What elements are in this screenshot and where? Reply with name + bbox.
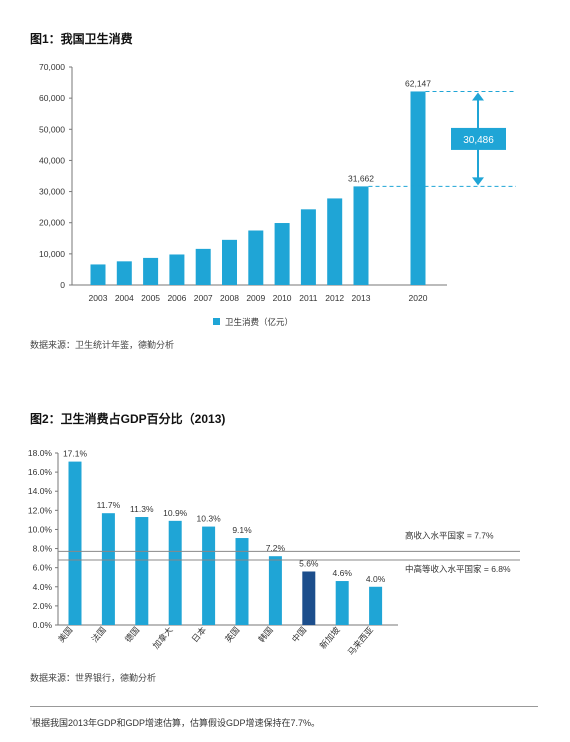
chart2-x-tick-label: 英国 — [223, 625, 242, 644]
chart2-bar — [335, 581, 349, 625]
chart1-y-tick-label: 20,000 — [39, 218, 65, 228]
chart2-x-tick-label: 韩国 — [256, 625, 275, 644]
chart2-x-tick-label: 法国 — [89, 625, 108, 644]
chart1-y-tick-label: 30,000 — [39, 187, 65, 197]
chart1-y-tick-label: 0 — [60, 280, 65, 290]
chart1-difference-box — [451, 127, 506, 150]
chart1-data-label: 62,147 — [405, 78, 431, 88]
chart1-bar — [274, 223, 290, 285]
chart2-y-tick-label: 12.0% — [28, 505, 53, 515]
chart2-value-label: 10.9% — [163, 508, 188, 518]
chart2-y-tick-label: 16.0% — [28, 467, 53, 477]
chart2-x-tick-label: 德国 — [123, 625, 142, 644]
chart1-bar — [169, 254, 185, 285]
chart2-title: 图2：卫生消费占GDP百分比（2013) — [30, 412, 226, 426]
chart2-bar — [302, 571, 316, 625]
footnote: ¹根据我国2013年GDP和GDP增速估算，估算假设GDP增速保持在7.7%。 — [30, 716, 320, 729]
chart2-svg: 0.0% 2.0% 4.0% 6.0% 8.0% 10.0% 12.0% 14.0% 16.0%… — [28, 448, 520, 657]
chart2-reference-label: 高收入水平国家 = 7.7% — [405, 530, 494, 540]
chart1-x-tick-label: 2008 — [220, 293, 239, 303]
chart1-bar — [300, 209, 316, 285]
chart1-bar — [90, 264, 106, 285]
chart1-x-tick-label: 2003 — [89, 293, 108, 303]
chart1-x-tick-label: 2004 — [115, 293, 134, 303]
chart2-value-label: 5.6% — [299, 558, 319, 568]
chart1-svg: 0 10,000 20,000 30,000 40,000 50,000 60,000 70,… — [39, 62, 516, 327]
chart1-bar — [116, 261, 132, 285]
chart1-x-tick-label: 2006 — [167, 293, 186, 303]
chart2-x-tick-label: 日本 — [190, 624, 209, 644]
chart2-y-tick-label: 4.0% — [33, 582, 53, 592]
chart1-bar — [195, 248, 211, 285]
chart2-y-tick-label: 10.0% — [28, 524, 53, 534]
chart2-bar — [202, 526, 216, 625]
chart2-source: 数据来源：世界银行，德勤分析 — [30, 673, 157, 683]
chart1-bar — [143, 257, 159, 285]
chart2-x-tick-label: 马来西亚 — [346, 624, 376, 657]
chart2-x-tick-label: 加拿大 — [151, 624, 175, 650]
chart2-x-tick-label: 新加坡 — [318, 624, 342, 650]
chart2-bar — [68, 461, 82, 625]
chart1-y-tick-label: 70,000 — [39, 62, 65, 72]
chart1-y-tick-label: 60,000 — [39, 93, 65, 103]
chart2-bar — [168, 520, 182, 625]
chart1-x-tick-label: 2012 — [325, 293, 344, 303]
chart1-data-label: 31,662 — [348, 173, 374, 183]
chart2-y-tick-label: 8.0% — [33, 544, 53, 554]
chart2-value-label: 4.6% — [333, 568, 353, 578]
chart1-bar — [410, 91, 426, 285]
chart2-value-label: 9.1% — [232, 525, 252, 535]
chart2-bar — [369, 586, 383, 625]
chart1-x-tick-label: 2010 — [273, 293, 292, 303]
chart1-bar — [327, 198, 343, 285]
chart1-title: 图1：我国卫生消费 — [30, 32, 133, 46]
chart1-y-tick-label: 50,000 — [39, 124, 65, 134]
chart2-value-label: 7.2% — [266, 543, 286, 553]
chart2-x-tick-label: 中国 — [290, 625, 309, 644]
chart2-x-tick-label: 美国 — [56, 625, 75, 644]
chart1-arrowhead-down — [472, 177, 484, 186]
chart2-y-tick-label: 14.0% — [28, 486, 53, 496]
chart1-legend-swatch — [213, 318, 220, 325]
chart1-y-tick-label: 40,000 — [39, 155, 65, 165]
chart2-value-label: 4.0% — [366, 574, 386, 584]
chart1-x-tick-label: 2005 — [141, 293, 160, 303]
chart1-bar — [353, 186, 369, 285]
chart1-difference-label: 30,486 — [463, 135, 494, 146]
chart1-x-tick-label: 2007 — [194, 293, 213, 303]
chart2-value-label: 11.3% — [130, 504, 154, 514]
chart2-bar — [268, 556, 282, 625]
chart1-x-tick-label: 2020 — [409, 293, 428, 303]
chart1-legend-label: 卫生消费（亿元） — [225, 317, 293, 327]
chart2-reference-label: 中高等收入水平国家 = 6.8% — [405, 564, 511, 574]
chart2-y-tick-label: 2.0% — [33, 601, 53, 611]
chart1-x-tick-label: 2013 — [352, 293, 371, 303]
chart1-source: 数据来源：卫生统计年鉴，德勤分析 — [30, 340, 175, 350]
chart1-y-tick-label: 10,000 — [39, 249, 65, 259]
chart2-y-tick-label: 6.0% — [33, 563, 53, 573]
chart1-x-tick-label: 2011 — [299, 293, 318, 303]
chart2-value-label: 17.1% — [63, 449, 88, 459]
chart1-bar — [248, 230, 264, 285]
footnote-divider — [30, 706, 538, 707]
chart2-y-tick-label: 18.0% — [28, 448, 53, 458]
chart1-arrowhead-up — [472, 92, 484, 101]
chart2-bar — [101, 513, 115, 625]
chart2-value-label: 11.7% — [97, 500, 121, 510]
chart2-value-label: 10.3% — [197, 514, 222, 524]
chart1-bar — [222, 239, 237, 285]
chart1-x-tick-label: 2009 — [246, 293, 265, 303]
footnote-text: 根据我国2013年GDP和GDP增速估算，估算假设GDP增速保持在7.7%。 — [32, 718, 321, 728]
chart2-bar — [135, 517, 149, 625]
footnote-mark: ¹ — [30, 718, 32, 724]
chart2-y-tick-label: 0.0% — [33, 620, 53, 630]
